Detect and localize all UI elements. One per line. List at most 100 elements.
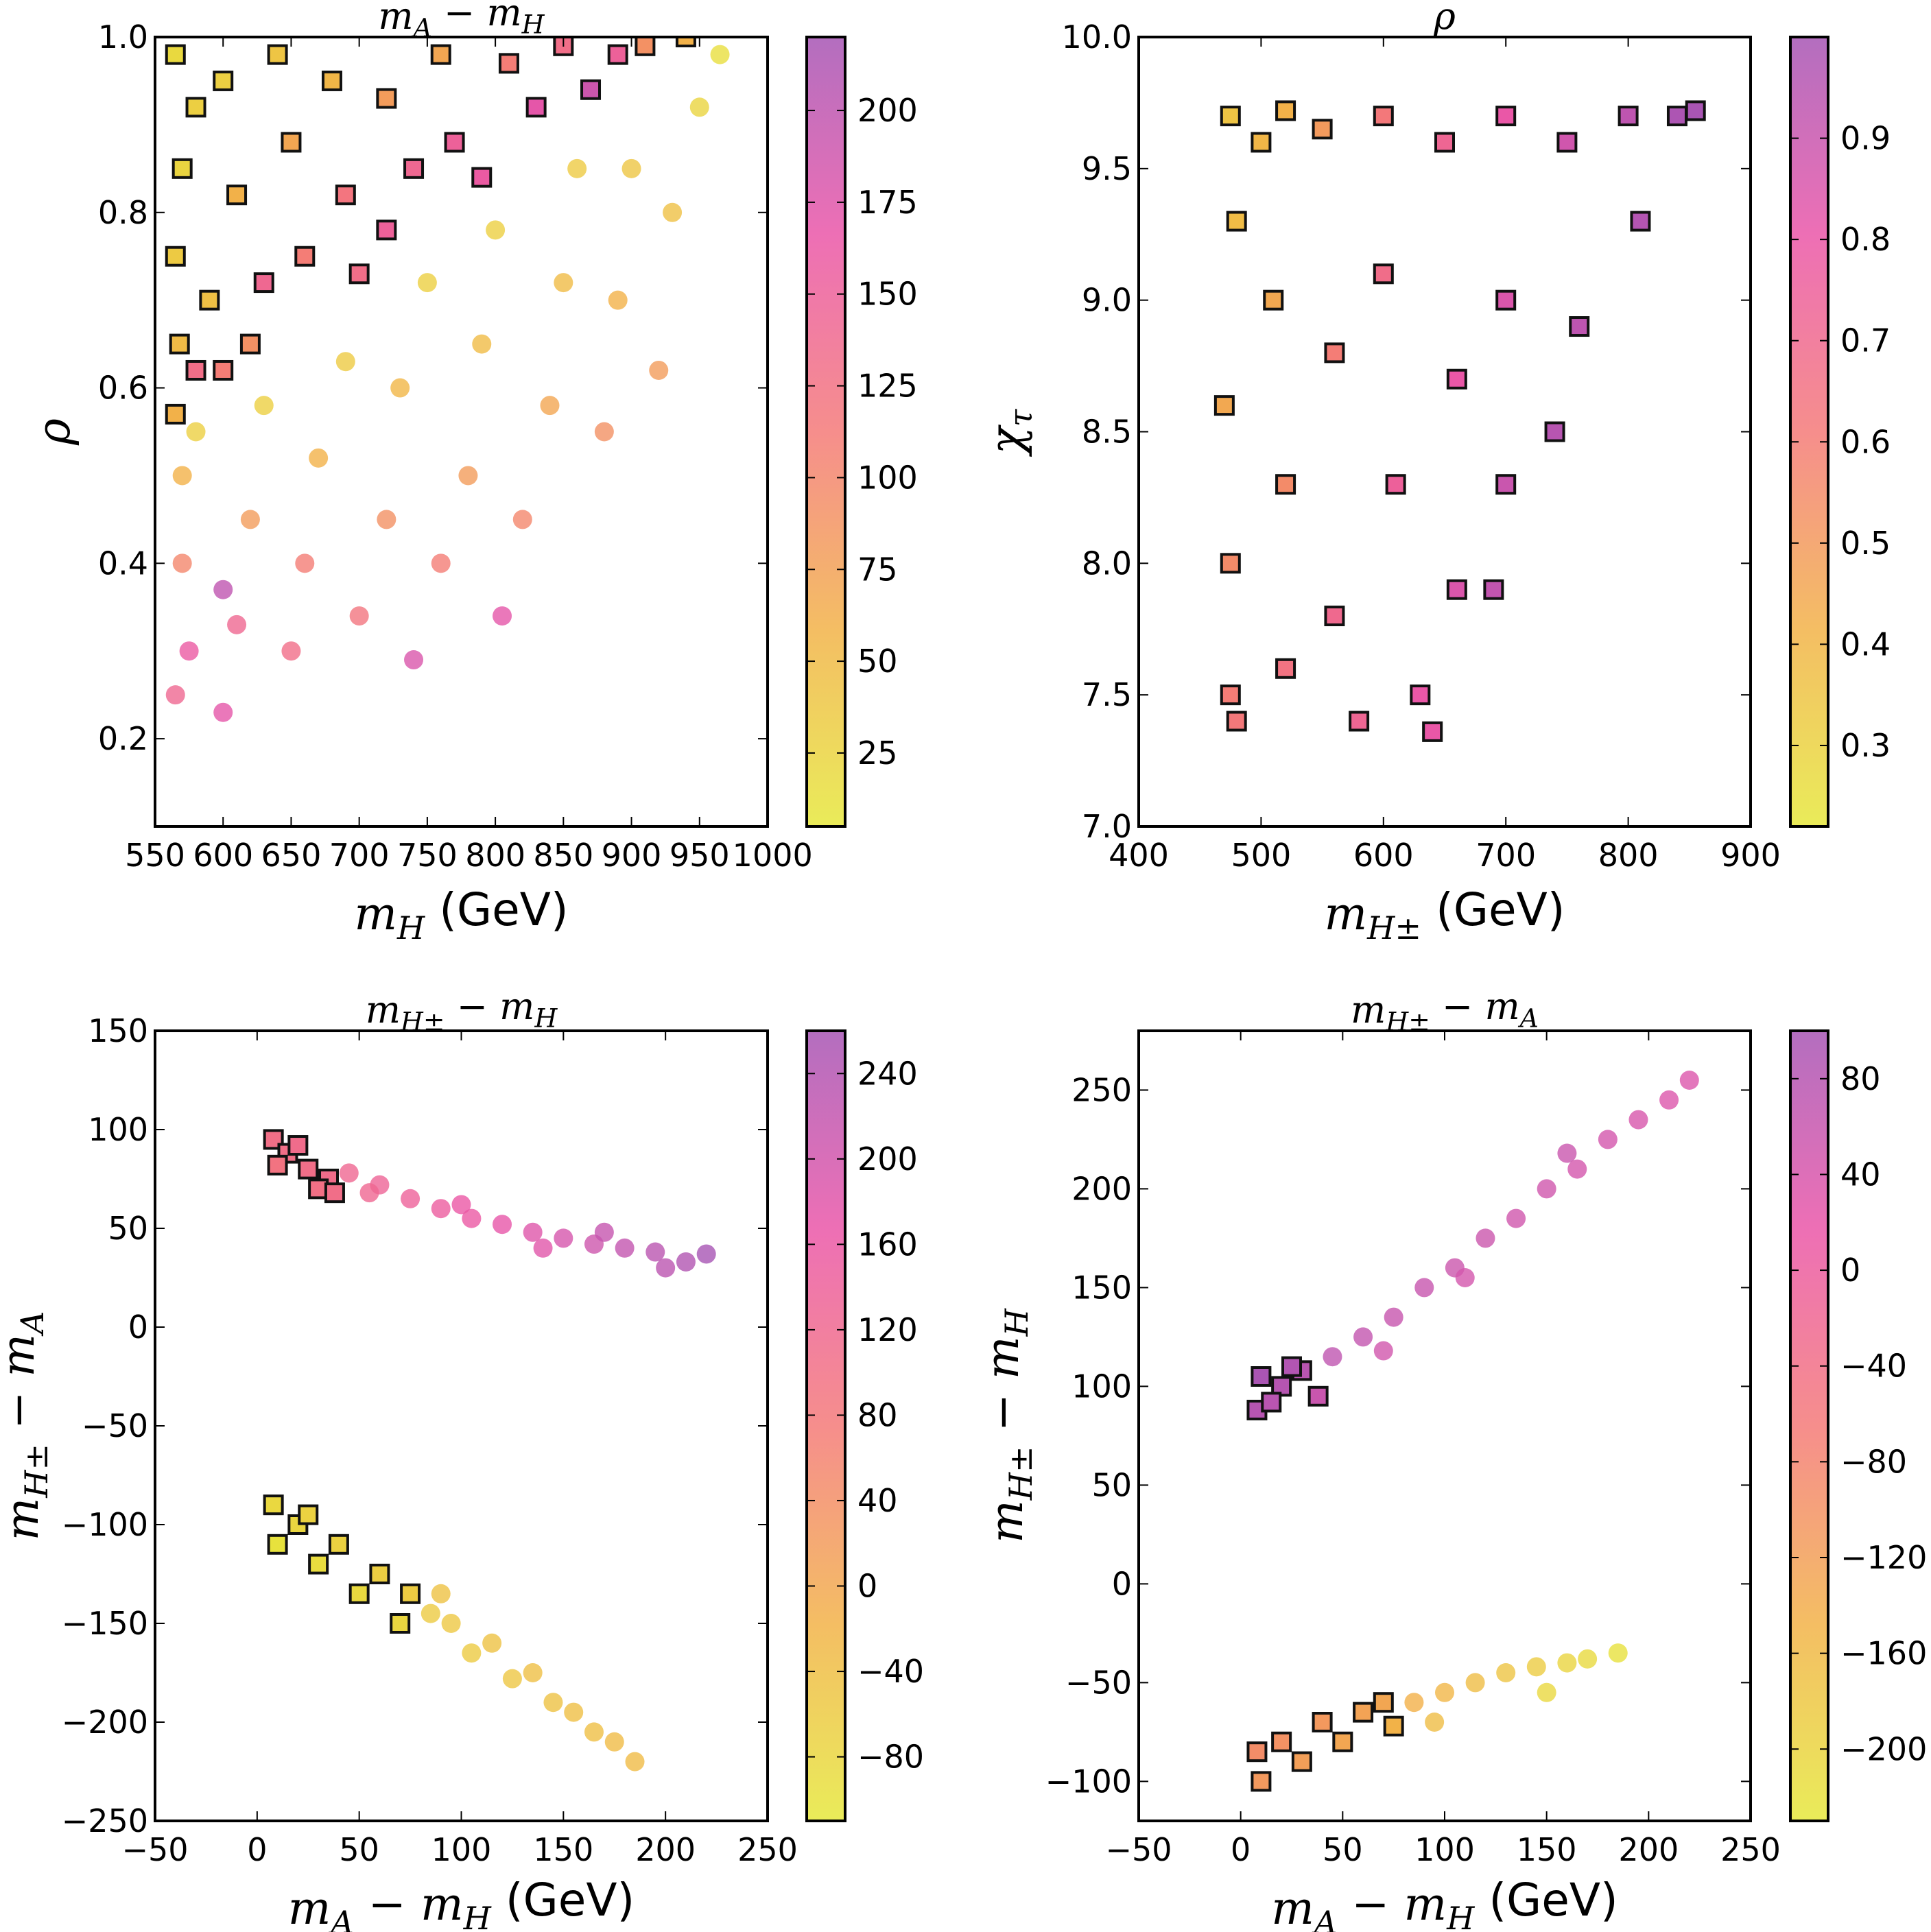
colorbar-tick-label: 125: [857, 368, 918, 405]
x-tick-label: 50: [1323, 1831, 1363, 1868]
x-tick-label: 0: [247, 1831, 267, 1868]
y-tick-label: 200: [1071, 1170, 1132, 1207]
label-part: m: [420, 1878, 464, 1931]
data-points: [1246, 1071, 1699, 1792]
scatter-point-circle: [462, 1208, 482, 1228]
scatter-point-circle: [512, 510, 532, 529]
scatter-point-square: [298, 1158, 319, 1180]
y-tick-label: 8.0: [1082, 545, 1132, 582]
scatter-point-square: [1495, 106, 1517, 127]
scatter-point-circle: [417, 273, 437, 293]
scatter-point-square: [1251, 1771, 1272, 1792]
scatter-point-square: [1446, 368, 1467, 390]
label-part: −: [1430, 985, 1485, 1028]
label-subscript: A: [412, 12, 432, 43]
x-tick-label: 500: [1231, 837, 1291, 874]
colorbar-tick-label: −40: [857, 1653, 924, 1690]
label-subscript: A: [328, 1904, 353, 1932]
scatter-point-square: [348, 263, 370, 285]
y-tick-label: −50: [1065, 1664, 1132, 1701]
scatter-point-circle: [645, 1242, 665, 1262]
scatter-point-square: [1213, 395, 1235, 416]
y-tick-label: −250: [62, 1802, 148, 1839]
scatter-point-circle: [523, 1222, 543, 1242]
x-tick-label: 750: [397, 837, 458, 874]
scatter-point-circle: [240, 510, 260, 529]
scatter-point-circle: [390, 378, 410, 398]
scatter-point-circle: [540, 396, 560, 416]
scatter-point-square: [1434, 132, 1455, 153]
x-tick-label: 800: [1598, 837, 1659, 874]
scatter-point-circle: [420, 1603, 440, 1623]
y-tick-label: 250: [1071, 1071, 1132, 1108]
label-part: m: [366, 988, 401, 1031]
x-tick-label: 650: [261, 837, 322, 874]
scatter-point-circle: [554, 273, 573, 293]
scatter-point-square: [1312, 1712, 1333, 1732]
y-tick-label: 10.0: [1062, 19, 1132, 56]
x-tick-label: 100: [1414, 1831, 1475, 1868]
colorbar-tick-label: 0.4: [1840, 625, 1891, 663]
axes-frame: [154, 1029, 769, 1822]
label-part: m: [1403, 1878, 1447, 1931]
x-tick-label: 850: [533, 837, 593, 874]
label-part: (GeV): [425, 883, 568, 936]
y-axis-label: ρ: [27, 418, 80, 446]
label-part: m: [0, 1334, 45, 1377]
axes-frame: [1137, 36, 1752, 828]
scatter-point-square: [267, 1534, 288, 1555]
scatter-point-circle: [295, 553, 315, 573]
scatter-point-circle: [649, 360, 669, 380]
scatter-point-square: [321, 70, 342, 91]
y-tick-label: 1.0: [98, 19, 148, 56]
scatter-point-square: [1685, 100, 1706, 121]
x-tick-label: 150: [1517, 1831, 1577, 1868]
scatter-point-square: [635, 37, 656, 56]
scatter-point-circle: [1537, 1682, 1556, 1702]
colorbar-tick-label: 200: [857, 92, 918, 129]
x-axis-label: mA​ − mH​ (GeV): [1271, 1874, 1618, 1932]
scatter-point-square: [1275, 100, 1296, 121]
colorbar-tick-label: 50: [857, 643, 898, 680]
scatter-point-square: [1630, 211, 1651, 232]
scatter-point-circle: [1526, 1657, 1546, 1677]
scatter-point-circle: [1557, 1653, 1577, 1673]
scatter-point-square: [1271, 1731, 1292, 1752]
scatter-point-square: [1495, 474, 1517, 495]
scatter-point-circle: [493, 1215, 512, 1235]
colorbar-tick-label: −200: [1840, 1730, 1927, 1767]
scatter-point-square: [1410, 684, 1431, 706]
x-tick-label: 250: [737, 1831, 798, 1868]
scatter-point-circle: [696, 1244, 716, 1264]
label-subscript: H: [521, 9, 545, 39]
scatter-point-circle: [401, 1189, 420, 1208]
colorbar-tick-label: 200: [857, 1141, 918, 1178]
scatter-point-circle: [656, 1258, 676, 1278]
scatter-point-circle: [1506, 1208, 1526, 1228]
scatter-point-square: [171, 158, 193, 179]
scatter-point-square: [348, 1583, 370, 1604]
label-part: m: [1325, 887, 1368, 940]
label-part: −: [445, 985, 500, 1028]
scatter-point-circle: [213, 580, 233, 599]
scatter-point-circle: [1435, 1682, 1454, 1702]
scatter-point-square: [1251, 132, 1272, 153]
scatter-point-circle: [1496, 1663, 1516, 1682]
scatter-point-square: [1569, 316, 1590, 337]
scatter-point-square: [165, 246, 186, 267]
colorbar-tick-label: 80: [1840, 1060, 1881, 1097]
label-part: (GeV): [1474, 1874, 1618, 1927]
scatter-point-square: [525, 97, 547, 118]
y-tick-label: −100: [1045, 1763, 1132, 1800]
x-axis-label: mA​ − mH​ (GeV): [288, 1874, 635, 1932]
label-subscript: H: [998, 1307, 1035, 1337]
colorbar: [1789, 36, 1829, 828]
scatter-point-square: [1263, 289, 1284, 311]
label-part: −: [976, 1379, 1029, 1446]
scatter-point-square: [1385, 474, 1406, 495]
scatter-point-square: [1373, 263, 1394, 285]
scatter-point-square: [1226, 211, 1247, 232]
scatter-point-square: [1666, 106, 1687, 127]
x-tick-label: 950: [670, 837, 730, 874]
scatter-point-circle: [1323, 1347, 1342, 1367]
